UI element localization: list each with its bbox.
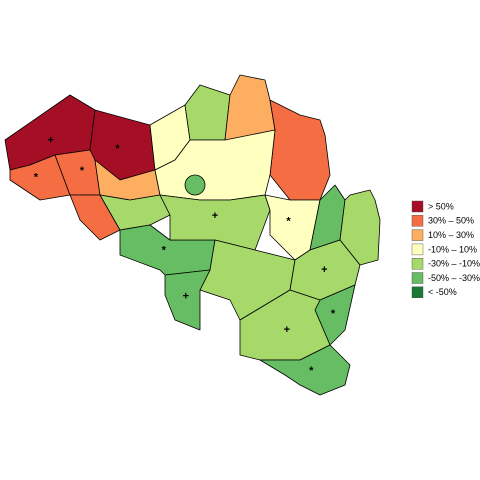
region bbox=[224, 74, 276, 141]
region-marker: * bbox=[80, 165, 85, 177]
legend-label: 30% – 50% bbox=[428, 216, 474, 226]
legend-swatch bbox=[411, 286, 424, 298]
regions: + * * * * + * + + * + * bbox=[4, 74, 381, 396]
legend-swatch bbox=[411, 272, 424, 284]
region-marker: + bbox=[47, 135, 53, 147]
legend-label: < -50% bbox=[428, 287, 457, 297]
legend-label: -10% – 10% bbox=[428, 244, 477, 254]
region bbox=[164, 269, 211, 331]
legend-label: 10% – 30% bbox=[428, 230, 474, 240]
legend-label: > 50% bbox=[428, 201, 454, 211]
region-marker: * bbox=[286, 215, 291, 227]
region-marker: + bbox=[212, 210, 218, 222]
region-marker: + bbox=[321, 264, 327, 276]
region-marker: + bbox=[284, 324, 290, 336]
legend: > 50% 30% – 50% 10% – 30% -10% – 10% -30% – … bbox=[411, 200, 480, 298]
legend-swatch bbox=[411, 215, 424, 227]
region bbox=[259, 344, 351, 396]
region-marker: * bbox=[331, 308, 336, 320]
region-marker: * bbox=[115, 143, 120, 155]
region bbox=[69, 194, 121, 241]
region bbox=[184, 174, 206, 196]
region-marker: * bbox=[309, 365, 314, 377]
region bbox=[269, 99, 331, 201]
region-marker: + bbox=[183, 291, 189, 303]
region-marker: * bbox=[34, 171, 39, 183]
legend-swatch bbox=[411, 229, 424, 241]
legend-swatch bbox=[411, 243, 424, 256]
region bbox=[159, 194, 271, 251]
legend-label: -50% – -30% bbox=[428, 273, 480, 283]
legend-swatch bbox=[411, 200, 424, 213]
legend-swatch bbox=[411, 258, 424, 270]
region-marker: * bbox=[162, 245, 167, 257]
legend-label: -30% – -10% bbox=[428, 259, 480, 269]
region bbox=[184, 84, 231, 141]
